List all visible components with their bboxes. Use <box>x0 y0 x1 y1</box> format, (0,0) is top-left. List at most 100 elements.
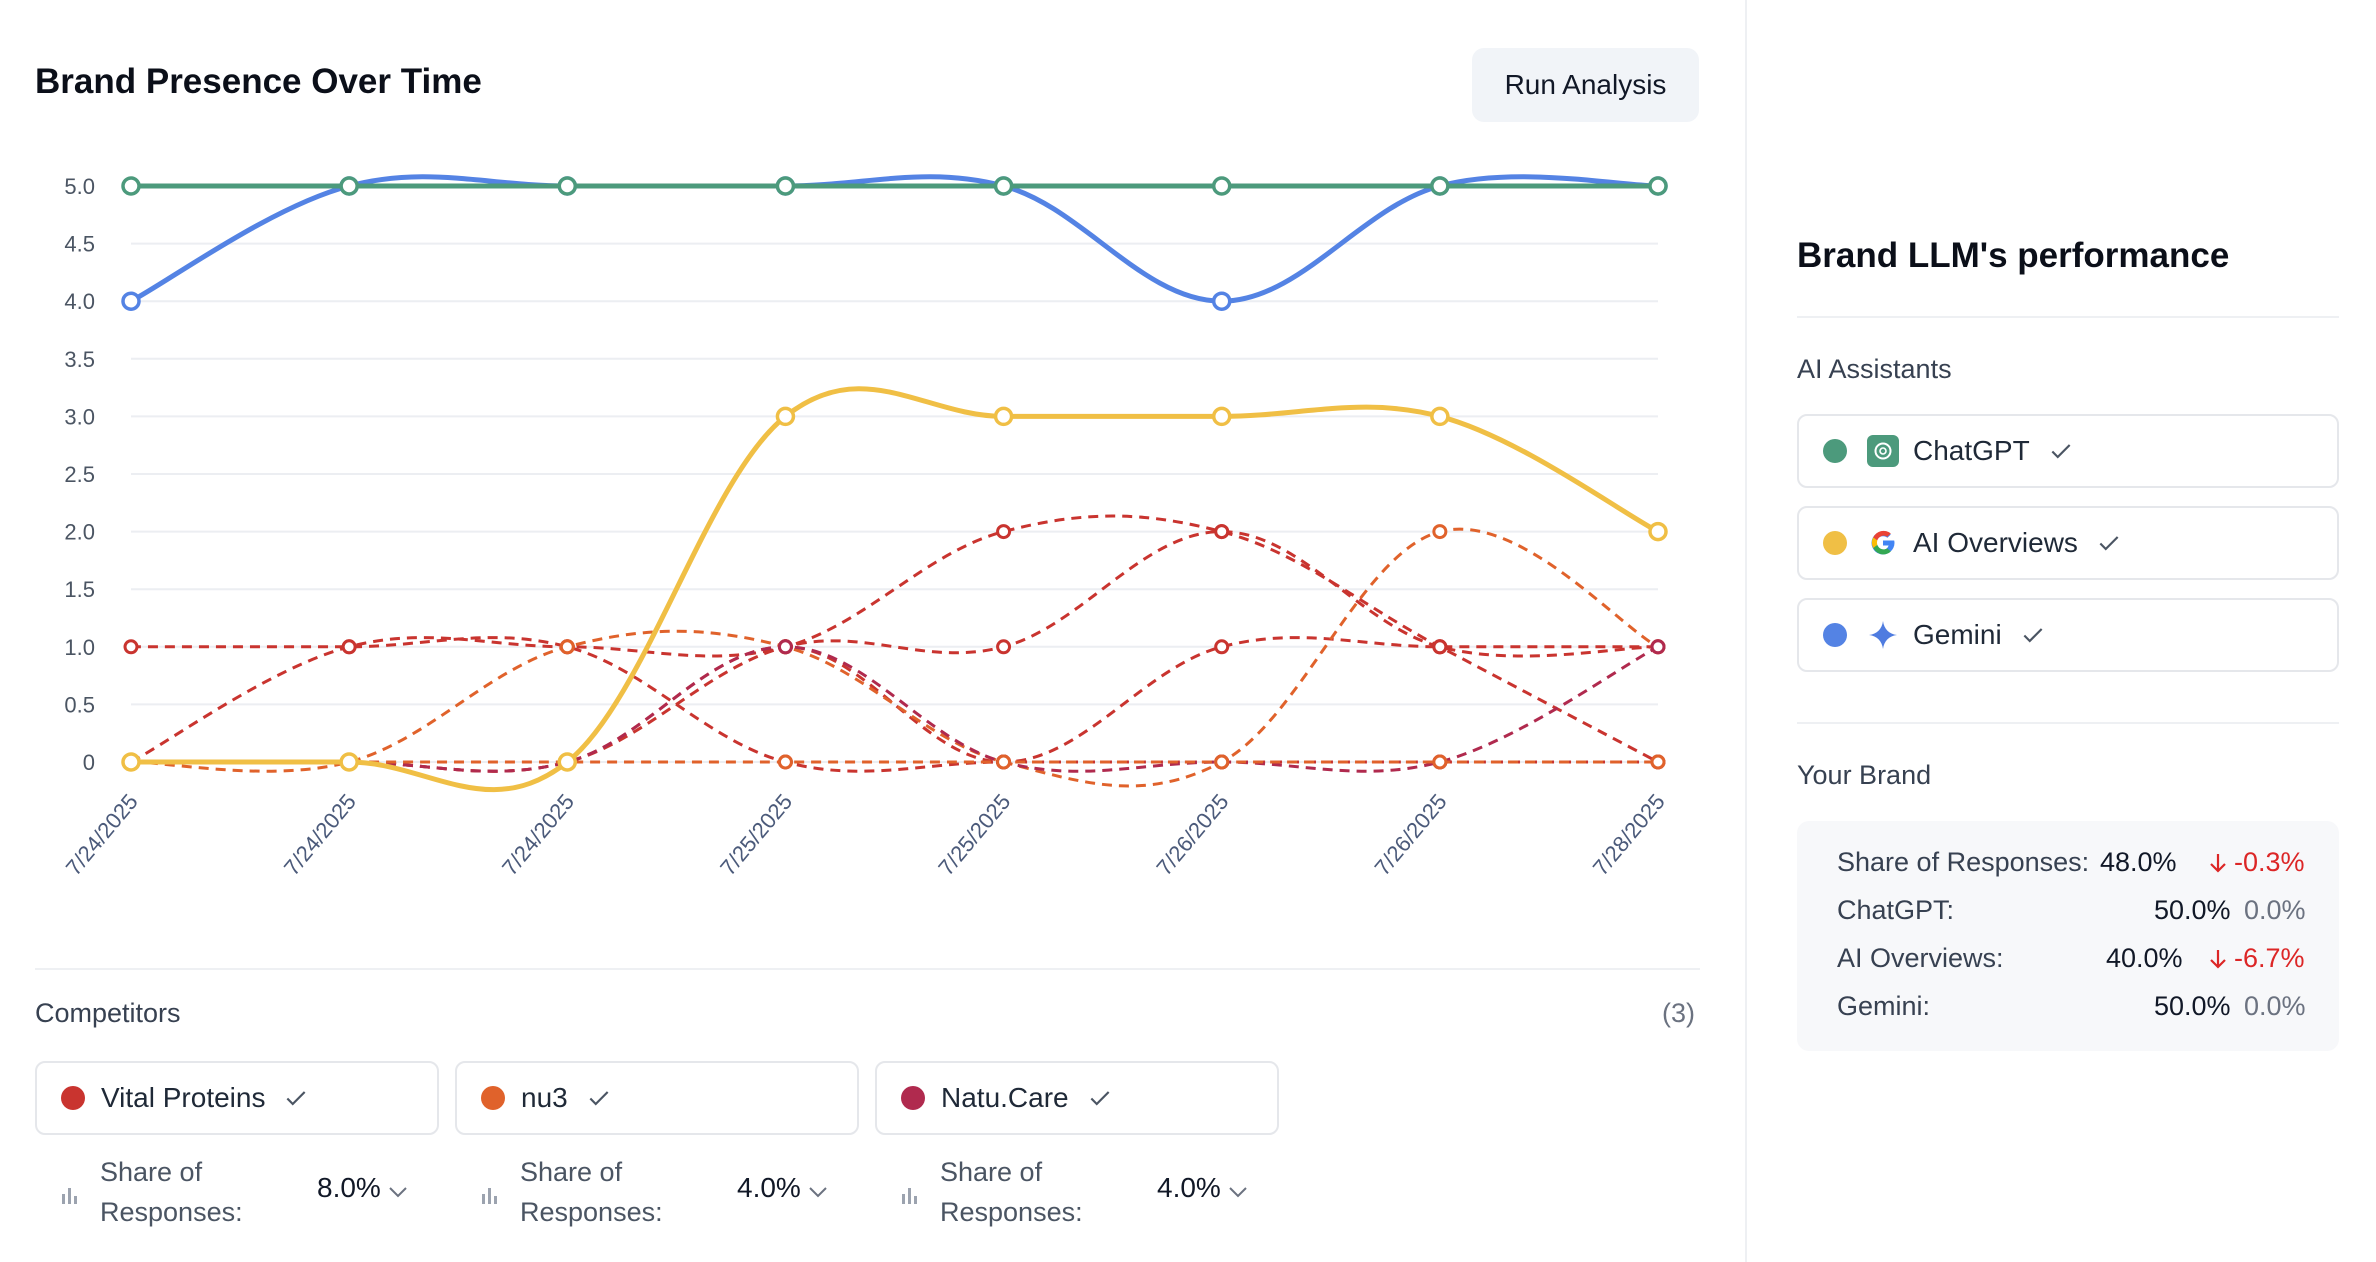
data-point-chatgpt <box>993 176 1014 196</box>
data-point-chatgpt <box>775 176 796 196</box>
data-point-chatgpt <box>121 176 141 196</box>
data-point-ai_overviews <box>1430 406 1450 427</box>
stat-label: ChatGPT: <box>1837 895 1955 925</box>
data-point-ai_overviews <box>775 406 796 427</box>
y-tick-label: 1.5 <box>64 577 95 602</box>
competitor-color-dot <box>901 1086 925 1110</box>
brand-presence-chart: 0 0.5 1.0 1.5 2.0 2.5 3.0 3.5 4.0 4.5 5.0 7/24/2025… <box>61 174 1670 880</box>
y-tick-label: 1.0 <box>64 635 95 660</box>
chevron-down-icon[interactable] <box>807 1184 829 1205</box>
data-point-vital_proteins_4 <box>1432 639 1448 655</box>
run-analysis-button[interactable]: Run Analysis <box>1472 48 1699 122</box>
chart-title: Brand Presence Over Time <box>35 62 482 101</box>
data-point-flat_competitor <box>1432 754 1448 770</box>
data-point-vital_proteins_3 <box>996 639 1012 655</box>
stat-change: 0.0% <box>2244 895 2306 926</box>
assistant-name: Gemini <box>1913 619 2002 650</box>
stat-change-value: -6.7% <box>2234 943 2305 973</box>
competitor-card-vital-proteins[interactable]: Vital Proteins <box>35 1061 439 1135</box>
competitors-label: Competitors <box>35 998 181 1028</box>
competitor-name: nu3 <box>521 1082 568 1113</box>
data-point-flat_competitor <box>1650 754 1666 770</box>
competitor-share-row: Share of Responses: 4.0% <box>875 1152 1279 1232</box>
assistant-card-chatgpt[interactable]: ChatGPT <box>1797 414 2339 488</box>
data-point-vital_proteins_2 <box>341 639 357 655</box>
stat-change-value: 0.0% <box>2244 895 2306 925</box>
check-icon <box>586 1085 612 1111</box>
your-brand-stats: Share of Responses: 48.0% -0.3% ChatGPT:… <box>1797 821 2339 1051</box>
competitor-card-nu3[interactable]: nu3 <box>455 1061 859 1135</box>
series-line-vital_proteins_3 <box>131 530 1659 773</box>
y-tick-label: 0.5 <box>64 692 95 717</box>
data-point-vital_proteins_3 <box>1214 524 1230 540</box>
gemini-sparkle-icon <box>1867 619 1899 651</box>
x-tick-label: 7/24/2025 <box>497 789 579 880</box>
chevron-down-icon[interactable] <box>387 1184 409 1205</box>
assistant-color-dot <box>1823 439 1847 463</box>
data-point-ai_overviews <box>1211 406 1232 427</box>
data-point-gemini <box>121 291 141 311</box>
share-label: Share of Responses: <box>100 1157 243 1227</box>
x-tick-label: 7/28/2025 <box>1588 789 1670 880</box>
data-point-ai_overviews <box>339 752 359 772</box>
competitor-card-natu-care[interactable]: Natu.Care <box>875 1061 1279 1135</box>
data-point-flat_competitor <box>777 754 793 770</box>
data-point-nu3 <box>559 639 575 655</box>
x-tick-label: 7/25/2025 <box>933 789 1015 880</box>
stat-label: Gemini: <box>1837 991 1931 1021</box>
data-point-chatgpt <box>339 176 359 196</box>
assistant-color-dot <box>1823 531 1847 555</box>
competitor-name: Natu.Care <box>941 1082 1069 1113</box>
stat-change-value: 0.0% <box>2244 991 2306 1021</box>
data-point-chatgpt <box>1648 176 1668 196</box>
assistant-card-ai-overviews[interactable]: AI Overviews <box>1797 506 2339 580</box>
y-tick-label: 3.5 <box>64 347 95 372</box>
stat-change-value: -0.3% <box>2234 847 2305 877</box>
stat-row-share: Share of Responses: 48.0% -0.3% <box>1837 847 2317 887</box>
divider <box>1797 316 2339 318</box>
arrow-down-icon <box>2210 853 2226 873</box>
data-point-nu3 <box>1432 524 1448 540</box>
x-tick-label: 7/25/2025 <box>715 789 797 880</box>
bar-chart-icon <box>481 1186 499 1209</box>
panel-divider <box>1745 0 1747 1262</box>
competitor-name: Vital Proteins <box>101 1082 266 1113</box>
data-point-flat_competitor <box>1214 754 1230 770</box>
series-line-gemini <box>129 174 1659 304</box>
share-label: Share of Responses: <box>520 1157 663 1227</box>
chatgpt-icon <box>1867 435 1899 467</box>
stat-value: 40.0% <box>2106 943 2183 973</box>
check-icon <box>2020 622 2046 648</box>
y-tick-label: 2.0 <box>64 520 95 545</box>
data-point-chatgpt <box>1430 176 1450 196</box>
data-point-chatgpt <box>1211 176 1232 196</box>
y-tick-label: 0 <box>83 750 95 775</box>
data-point-ai_overviews <box>557 752 578 772</box>
check-icon <box>1087 1085 1113 1111</box>
assistant-card-gemini[interactable]: Gemini <box>1797 598 2339 672</box>
assistant-name: ChatGPT <box>1913 435 2030 466</box>
x-tick-label: 7/26/2025 <box>1151 789 1233 880</box>
stat-change: -6.7% <box>2208 943 2305 974</box>
performance-title: Brand LLM's performance <box>1797 236 2230 275</box>
stat-value: 50.0% <box>2154 895 2231 925</box>
data-point-flat_competitor <box>996 754 1012 770</box>
your-brand-label: Your Brand <box>1797 760 1932 790</box>
competitor-share-row: Share of Responses: 8.0% <box>35 1152 439 1232</box>
arrow-down-icon <box>2210 949 2226 969</box>
stat-change: 0.0% <box>2244 991 2306 1022</box>
series-line-ai_overviews <box>131 386 1660 793</box>
y-tick-label: 4.0 <box>64 289 95 314</box>
assistant-name: AI Overviews <box>1913 527 2078 558</box>
divider <box>1797 722 2339 724</box>
stat-label: AI Overviews: <box>1837 943 2004 973</box>
series-line-vital_proteins_2 <box>130 514 1659 764</box>
competitor-color-dot <box>61 1086 85 1110</box>
main-panel: Brand Presence Over Time Run Analysis 0 0… <box>35 48 1700 1232</box>
chevron-down-icon[interactable] <box>1227 1184 1249 1205</box>
data-point-vital_proteins_4 <box>1214 639 1230 655</box>
data-point-chatgpt <box>557 176 578 196</box>
series-line-natu_care <box>131 645 1659 773</box>
data-point-ai_overviews <box>121 752 141 772</box>
data-point-vital_proteins_2 <box>996 524 1012 540</box>
